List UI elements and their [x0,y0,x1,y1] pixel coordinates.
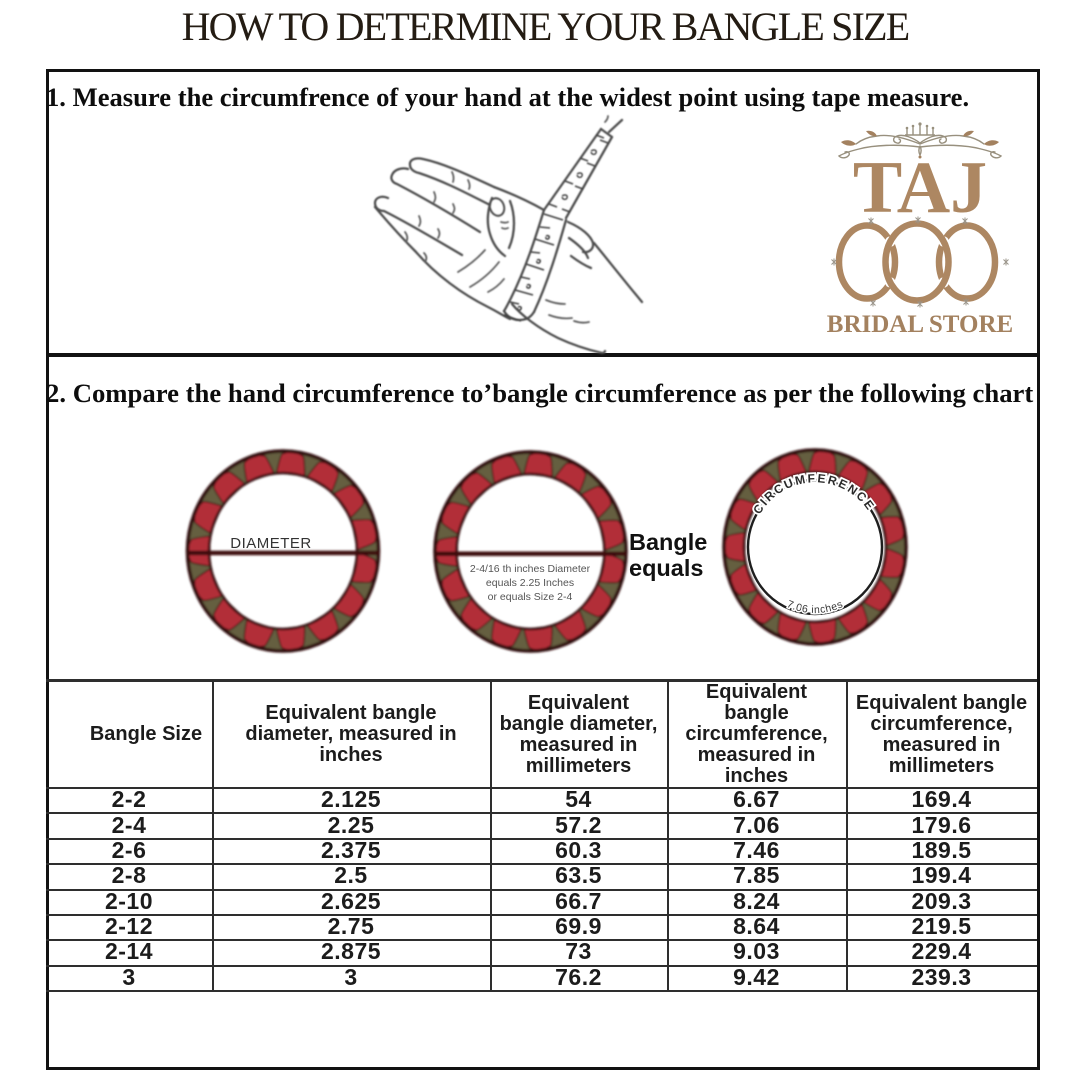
svg-text:DIAMETER: DIAMETER [230,535,312,552]
svg-text:TAJ: TAJ [853,147,987,229]
svg-text:2-4/16 th inches Diameter: 2-4/16 th inches Diameter [470,563,591,575]
svg-text:BRIDAL STORE: BRIDAL STORE [827,311,1013,338]
svg-text:or equals Size 2-4: or equals Size 2-4 [488,591,573,603]
svg-text:equals 2.25 Inches: equals 2.25 Inches [486,577,574,589]
